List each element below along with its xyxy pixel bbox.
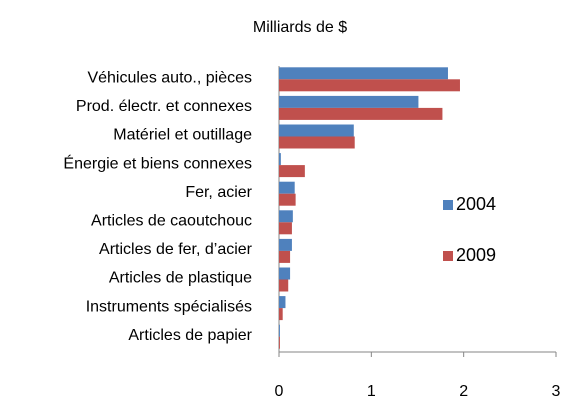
y-tick-label: Instruments spécialisés (86, 298, 252, 315)
bar (279, 222, 292, 235)
bar (279, 153, 281, 166)
bar (279, 181, 295, 194)
bar (279, 67, 448, 80)
bar (279, 210, 293, 223)
x-tick-label: 1 (367, 383, 376, 400)
bar (279, 136, 355, 149)
bar (279, 308, 283, 321)
y-tick-label: Fer, acier (185, 184, 252, 201)
bar (279, 165, 305, 178)
y-tick-label: Articles de plastique (109, 270, 252, 287)
legend-label: 2004 (456, 194, 496, 214)
x-tick-label: 2 (459, 383, 468, 400)
y-tick-label: Véhicules auto., pièces (87, 70, 252, 87)
y-tick-label: Articles de papier (128, 327, 252, 344)
legend-swatch (443, 251, 453, 261)
bar (279, 324, 280, 337)
y-tick-label: Énergie et biens connexes (63, 153, 252, 172)
bar (279, 250, 291, 263)
bar (279, 296, 286, 309)
bar (279, 107, 443, 120)
bar (279, 79, 460, 92)
bar (279, 279, 289, 292)
x-tick-label: 3 (552, 383, 561, 400)
y-tick-label: Matériel et outillage (113, 127, 252, 144)
y-tick-label: Articles de fer, d’acier (99, 241, 253, 258)
bar (279, 95, 419, 108)
legend-swatch (443, 200, 453, 210)
bar (279, 267, 291, 280)
bar (279, 336, 280, 349)
chart-title: Milliards de $ (253, 19, 347, 36)
bar (279, 124, 354, 137)
bar (279, 193, 296, 206)
y-tick-label: Articles de caoutchouc (91, 213, 252, 230)
x-tick-label: 0 (275, 383, 284, 400)
bar (279, 238, 292, 251)
y-tick-label: Prod. électr. et connexes (76, 98, 252, 115)
legend-label: 2009 (456, 245, 496, 265)
